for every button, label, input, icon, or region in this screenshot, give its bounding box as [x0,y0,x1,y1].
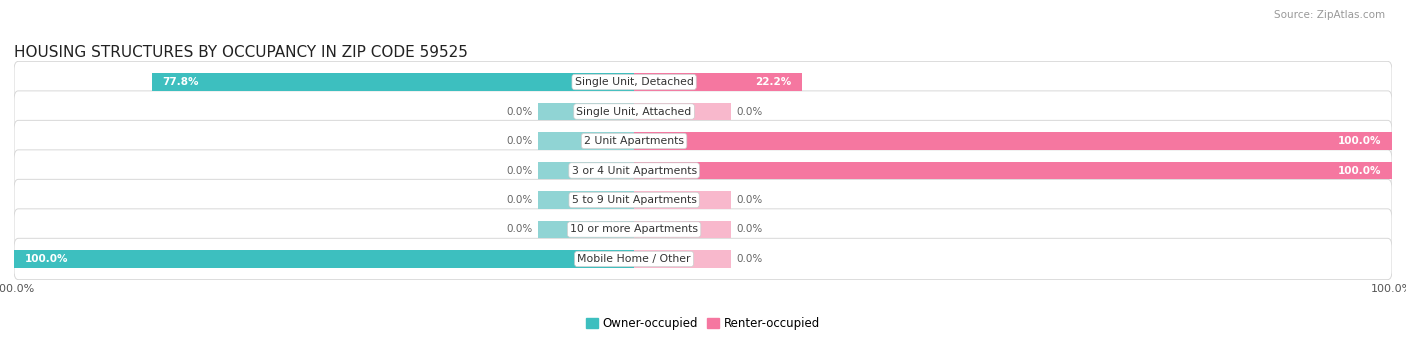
Text: Single Unit, Attached: Single Unit, Attached [576,106,692,117]
Text: 0.0%: 0.0% [737,224,762,235]
Text: HOUSING STRUCTURES BY OCCUPANCY IN ZIP CODE 59525: HOUSING STRUCTURES BY OCCUPANCY IN ZIP C… [14,45,468,60]
FancyBboxPatch shape [14,150,1392,191]
Bar [14,250,634,268]
Text: Mobile Home / Other: Mobile Home / Other [578,254,690,264]
Bar [537,221,634,238]
FancyBboxPatch shape [14,120,1392,162]
Text: 3 or 4 Unit Apartments: 3 or 4 Unit Apartments [572,165,696,176]
Bar [634,103,731,120]
Text: 0.0%: 0.0% [506,136,531,146]
Text: 0.0%: 0.0% [737,195,762,205]
Text: Single Unit, Detached: Single Unit, Detached [575,77,693,87]
FancyBboxPatch shape [14,209,1392,250]
Legend: Owner-occupied, Renter-occupied: Owner-occupied, Renter-occupied [581,312,825,335]
Bar [152,73,634,91]
FancyBboxPatch shape [14,238,1392,280]
Bar [537,191,634,209]
FancyBboxPatch shape [14,61,1392,103]
Text: Source: ZipAtlas.com: Source: ZipAtlas.com [1274,10,1385,20]
FancyBboxPatch shape [14,91,1392,132]
FancyBboxPatch shape [14,179,1392,221]
Bar [537,103,634,120]
Bar [634,250,731,268]
Text: 0.0%: 0.0% [737,106,762,117]
Text: 0.0%: 0.0% [506,224,531,235]
Text: 0.0%: 0.0% [737,254,762,264]
Text: 2 Unit Apartments: 2 Unit Apartments [583,136,685,146]
Text: 22.2%: 22.2% [755,77,792,87]
Bar [537,162,634,179]
Text: 0.0%: 0.0% [506,106,531,117]
Bar [634,221,731,238]
Text: 100.0%: 100.0% [1337,165,1381,176]
Bar [634,73,803,91]
Text: 100.0%: 100.0% [1337,136,1381,146]
Text: 77.8%: 77.8% [163,77,200,87]
Text: 5 to 9 Unit Apartments: 5 to 9 Unit Apartments [572,195,696,205]
Text: 10 or more Apartments: 10 or more Apartments [569,224,699,235]
Bar [634,132,1392,150]
Text: 0.0%: 0.0% [506,195,531,205]
Text: 0.0%: 0.0% [506,165,531,176]
Bar [537,132,634,150]
Bar [634,191,731,209]
Bar [634,162,1392,179]
Text: 100.0%: 100.0% [25,254,69,264]
